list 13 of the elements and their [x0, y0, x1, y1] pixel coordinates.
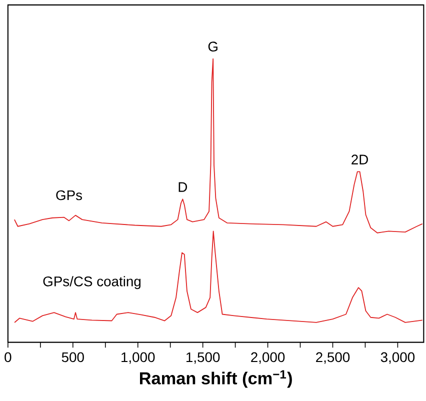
x-tick-label: 1,500	[186, 352, 220, 364]
x-tick-label: 0	[4, 352, 12, 362]
annotation: 2D	[352, 154, 368, 164]
annotation: G	[208, 42, 218, 52]
x-tick-label: 500	[62, 352, 84, 362]
series-label: GPs	[56, 190, 82, 200]
series-label: GPs/CS coating	[43, 276, 140, 290]
x-tick-label: 2,000	[251, 352, 285, 364]
x-tick-label: 2,500	[316, 352, 350, 364]
x-tick-label: 3,000	[380, 352, 415, 364]
x-axis-title: Raman shift (cm$^{−1}$)	[140, 370, 292, 388]
x-tick-label: 1,000	[122, 352, 155, 364]
annotation: D	[178, 182, 188, 192]
